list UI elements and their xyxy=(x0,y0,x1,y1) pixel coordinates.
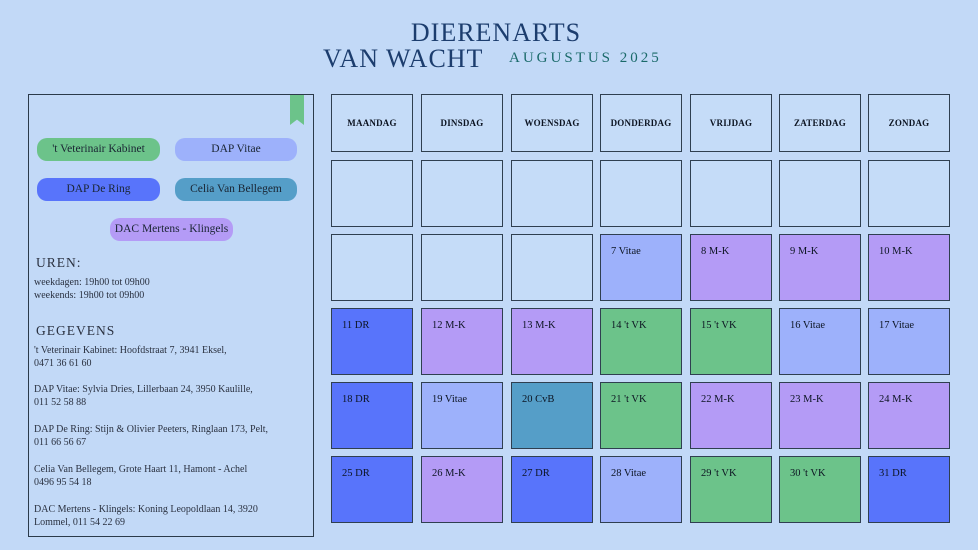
details-entry-celia-van-bellegem: Celia Van Bellegem, Grote Haart 11, Hamo… xyxy=(34,464,248,488)
calendar-empty-cell xyxy=(331,234,413,301)
calendar-day-cell: 21 't VK xyxy=(600,382,682,449)
details-entry-dap-de-ring: DAP De Ring: Stijn & Olivier Peeters, Ri… xyxy=(34,424,269,448)
calendar-day-label: 27 DR xyxy=(522,468,550,479)
calendar-day-label: 8 M-K xyxy=(701,246,730,257)
calendar-day-cell: 27 DR xyxy=(511,456,593,523)
calendar-day-cell: 9 M-K xyxy=(779,234,861,301)
calendar-day-label: 10 M-K xyxy=(879,246,913,257)
calendar-day-label: 9 M-K xyxy=(790,246,819,257)
hours-weekdays: weekdagen: 19h00 tot 09h00 xyxy=(34,277,150,288)
calendar-day-cell: 20 CvB xyxy=(511,382,593,449)
day-header-zaterdag: ZATERDAG xyxy=(779,94,861,152)
calendar-day-cell: 31 DR xyxy=(868,456,950,523)
calendar-day-cell: 12 M-K xyxy=(421,308,503,375)
calendar-day-label: 16 Vitae xyxy=(790,320,826,331)
calendar-day-label: 29 't VK xyxy=(701,468,737,479)
calendar-day-cell: 19 Vitae xyxy=(421,382,503,449)
calendar-day-label: 17 Vitae xyxy=(879,320,915,331)
legend-pill-veterinair-kabinet: 't Veterinair Kabinet xyxy=(37,138,160,161)
calendar-day-label: 31 DR xyxy=(879,468,907,479)
calendar-day-cell: 7 Vitae xyxy=(600,234,682,301)
calendar-day-cell: 15 't VK xyxy=(690,308,772,375)
calendar-day-cell: 30 't VK xyxy=(779,456,861,523)
title-van-wacht: VAN WACHT xyxy=(323,44,484,73)
calendar-day-label: 18 DR xyxy=(342,394,370,405)
calendar-empty-cell xyxy=(511,234,593,301)
details-title: GEGEVENS xyxy=(36,323,116,338)
calendar-day-cell: 11 DR xyxy=(331,308,413,375)
legend-pill-dac-mertens-klingels: DAC Mertens - Klingels xyxy=(110,218,233,241)
day-header-donderdag: DONDERDAG xyxy=(600,94,682,152)
day-header-dinsdag: DINSDAG xyxy=(421,94,503,152)
calendar-day-cell: 14 't VK xyxy=(600,308,682,375)
calendar-day-label: 30 't VK xyxy=(790,468,826,479)
calendar-day-label: 14 't VK xyxy=(611,320,647,331)
calendar-empty-cell xyxy=(600,160,682,227)
details-entry-veterinair-kabinet: 't Veterinair Kabinet: Hoofdstraat 7, 39… xyxy=(34,345,227,369)
calendar-day-cell: 28 Vitae xyxy=(600,456,682,523)
legend-pill-celia-van-bellegem: Celia Van Bellegem xyxy=(175,178,297,201)
calendar-empty-cell xyxy=(868,160,950,227)
calendar-day-cell: 22 M-K xyxy=(690,382,772,449)
title-dierenarts: DIERENARTS xyxy=(410,18,582,47)
calendar-day-label: 13 M-K xyxy=(522,320,556,331)
calendar-day-label: 25 DR xyxy=(342,468,370,479)
calendar-empty-cell xyxy=(511,160,593,227)
calendar-day-cell: 23 M-K xyxy=(779,382,861,449)
day-header-vrijdag: VRIJDAG xyxy=(690,94,772,152)
calendar-day-cell: 10 M-K xyxy=(868,234,950,301)
calendar-day-cell: 24 M-K xyxy=(868,382,950,449)
calendar-day-label: 11 DR xyxy=(342,320,370,331)
info-panel xyxy=(28,94,314,537)
calendar-day-cell: 16 Vitae xyxy=(779,308,861,375)
calendar-day-cell: 8 M-K xyxy=(690,234,772,301)
calendar-day-label: 21 't VK xyxy=(611,394,647,405)
calendar-empty-cell xyxy=(779,160,861,227)
calendar-day-cell: 25 DR xyxy=(331,456,413,523)
details-entry-dap-vitae: DAP Vitae: Sylvia Dries, Lillerbaan 24, … xyxy=(34,384,253,408)
calendar-empty-cell xyxy=(331,160,413,227)
calendar-day-label: 22 M-K xyxy=(701,394,735,405)
hours-weekends: weekends: 19h00 tot 09h00 xyxy=(34,290,145,301)
calendar-day-label: 28 Vitae xyxy=(611,468,647,479)
calendar-day-label: 26 M-K xyxy=(432,468,466,479)
legend-pill-dap-vitae: DAP Vitae xyxy=(175,138,297,161)
calendar-day-cell: 29 't VK xyxy=(690,456,772,523)
calendar-day-label: 23 M-K xyxy=(790,394,824,405)
calendar-day-label: 19 Vitae xyxy=(432,394,468,405)
day-header-maandag: MAANDAG xyxy=(331,94,413,152)
calendar-day-label: 15 't VK xyxy=(701,320,737,331)
details-entry-dac-mertens-klingels: DAC Mertens - Klingels: Koning Leopoldla… xyxy=(34,504,258,528)
calendar-day-label: 12 M-K xyxy=(432,320,466,331)
hours-title: UREN: xyxy=(36,255,82,270)
legend-pill-dap-de-ring: DAP De Ring xyxy=(37,178,160,201)
calendar-day-cell: 17 Vitae xyxy=(868,308,950,375)
month-label: AUGUSTUS 2025 xyxy=(509,50,662,66)
calendar-day-cell: 18 DR xyxy=(331,382,413,449)
calendar-empty-cell xyxy=(421,234,503,301)
calendar-day-label: 20 CvB xyxy=(522,394,555,405)
calendar-day-label: 7 Vitae xyxy=(611,246,641,257)
calendar-empty-cell xyxy=(690,160,772,227)
day-header-zondag: ZONDAG xyxy=(868,94,950,152)
calendar-day-cell: 13 M-K xyxy=(511,308,593,375)
calendar-day-cell: 26 M-K xyxy=(421,456,503,523)
calendar-empty-cell xyxy=(421,160,503,227)
calendar-day-label: 24 M-K xyxy=(879,394,913,405)
bookmark-icon xyxy=(290,95,304,125)
day-header-woensdag: WOENSDAG xyxy=(511,94,593,152)
